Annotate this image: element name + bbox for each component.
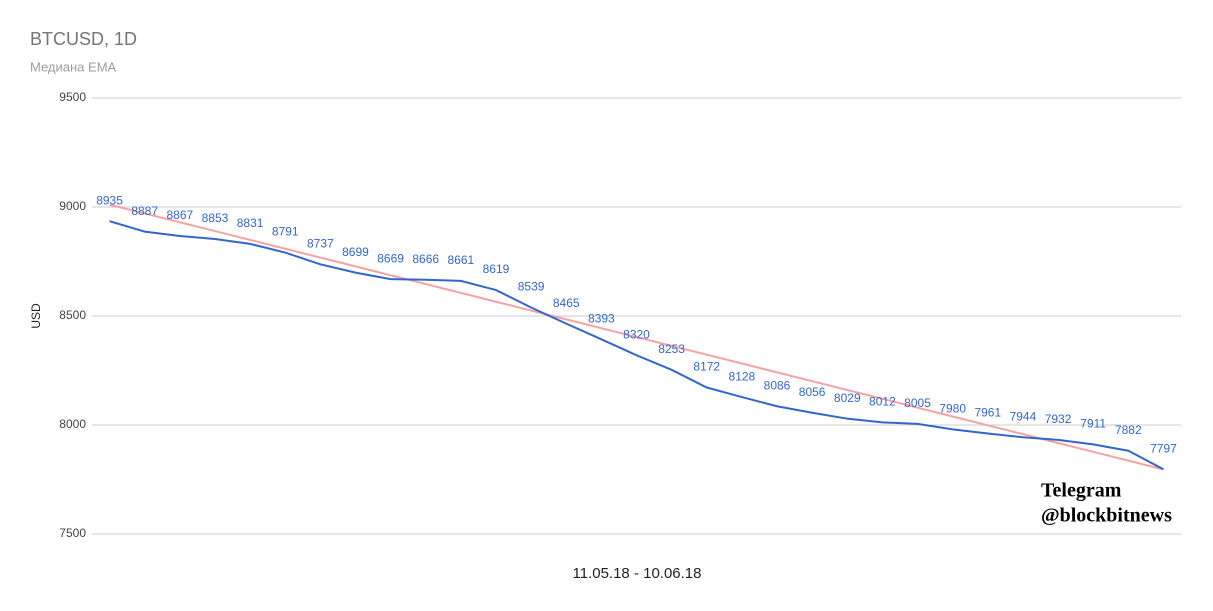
y-tick-label: 8500 <box>59 308 86 322</box>
data-label: 7980 <box>939 402 966 416</box>
x-axis-title: 11.05.18 - 10.06.18 <box>573 565 702 582</box>
data-label: 8029 <box>834 391 861 405</box>
data-label: 8661 <box>448 253 475 267</box>
data-label: 7961 <box>974 406 1001 420</box>
data-label: 7882 <box>1115 423 1142 437</box>
data-label: 8853 <box>202 211 229 225</box>
data-label: 8791 <box>272 225 299 239</box>
line <box>109 220 1164 471</box>
chart-title: BTCUSD, 1D <box>30 29 137 49</box>
data-label: 8935 <box>96 193 123 207</box>
data-label: 8831 <box>237 216 264 230</box>
data-label: 8737 <box>307 237 334 251</box>
line <box>109 203 1164 471</box>
data-label: 8539 <box>518 280 545 294</box>
data-label: 8086 <box>764 378 791 392</box>
watermark: @blockbitnews <box>1041 505 1172 527</box>
y-tick-label: 9500 <box>59 90 86 104</box>
data-label: 8669 <box>377 251 404 265</box>
data-label: 8666 <box>412 252 439 266</box>
data-label: 8465 <box>553 296 580 310</box>
data-label: 8393 <box>588 311 615 325</box>
data-label: 8012 <box>869 395 896 409</box>
data-label: 8056 <box>799 385 826 399</box>
data-label: 8172 <box>693 360 720 374</box>
chart-subtitle: Медиана EMA <box>30 59 117 74</box>
data-label: 8867 <box>166 208 193 222</box>
watermark: Telegram <box>1041 480 1122 502</box>
data-label: 8005 <box>904 396 931 410</box>
data-label: 7911 <box>1080 417 1106 431</box>
data-label: 7797 <box>1150 441 1177 455</box>
y-tick-label: 7500 <box>59 526 86 540</box>
y-tick-label: 8000 <box>59 417 86 431</box>
data-label: 7944 <box>1010 409 1037 423</box>
data-label: 8320 <box>623 327 650 341</box>
data-label: 8699 <box>342 245 369 259</box>
y-axis-title: USD <box>29 303 43 329</box>
data-label: 8128 <box>729 369 756 383</box>
data-label: 7932 <box>1045 412 1072 426</box>
data-label: 8887 <box>131 204 158 218</box>
data-label: 8253 <box>658 342 685 356</box>
data-label: 8619 <box>483 262 510 276</box>
y-tick-label: 9000 <box>59 199 86 213</box>
